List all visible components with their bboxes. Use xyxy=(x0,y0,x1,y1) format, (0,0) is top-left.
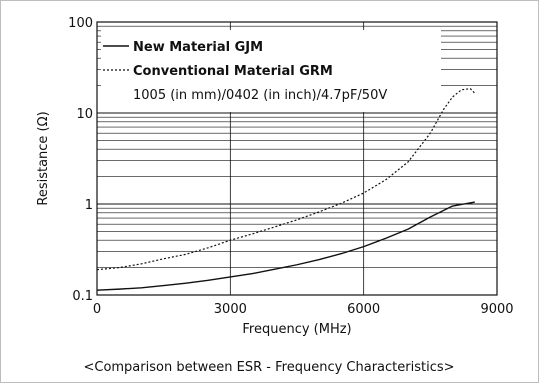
series-line-conventional-material xyxy=(96,88,476,271)
y-tick-label: 0.1 xyxy=(72,289,93,304)
y-tick-label: 100 xyxy=(68,16,93,31)
y-axis-label: Resistance (Ω) xyxy=(36,111,51,205)
legend-label-new-material: New Material GJM xyxy=(133,40,263,55)
legend-label-conventional-material: Conventional Material GRM xyxy=(133,64,333,79)
series-line-new-material xyxy=(96,201,475,291)
legend: New Material GJM Conventional Material G… xyxy=(101,30,441,112)
y-tick-label: 1 xyxy=(85,198,93,213)
x-tick-label: 9000 xyxy=(480,302,513,317)
x-axis-label: Frequency (MHz) xyxy=(242,322,351,337)
x-tick-label: 6000 xyxy=(347,302,380,317)
plot-border xyxy=(96,21,498,296)
x-tick-label: 3000 xyxy=(214,302,247,317)
legend-background xyxy=(101,30,441,112)
legend-note: 1005 (in mm)/0402 (in inch)/4.7pF/50V xyxy=(133,88,387,103)
chart-caption: <Comparison between ESR - Frequency Char… xyxy=(83,360,454,375)
series-layer xyxy=(96,88,476,291)
x-tick-label: 0 xyxy=(93,302,101,317)
y-tick-label: 10 xyxy=(76,107,93,122)
